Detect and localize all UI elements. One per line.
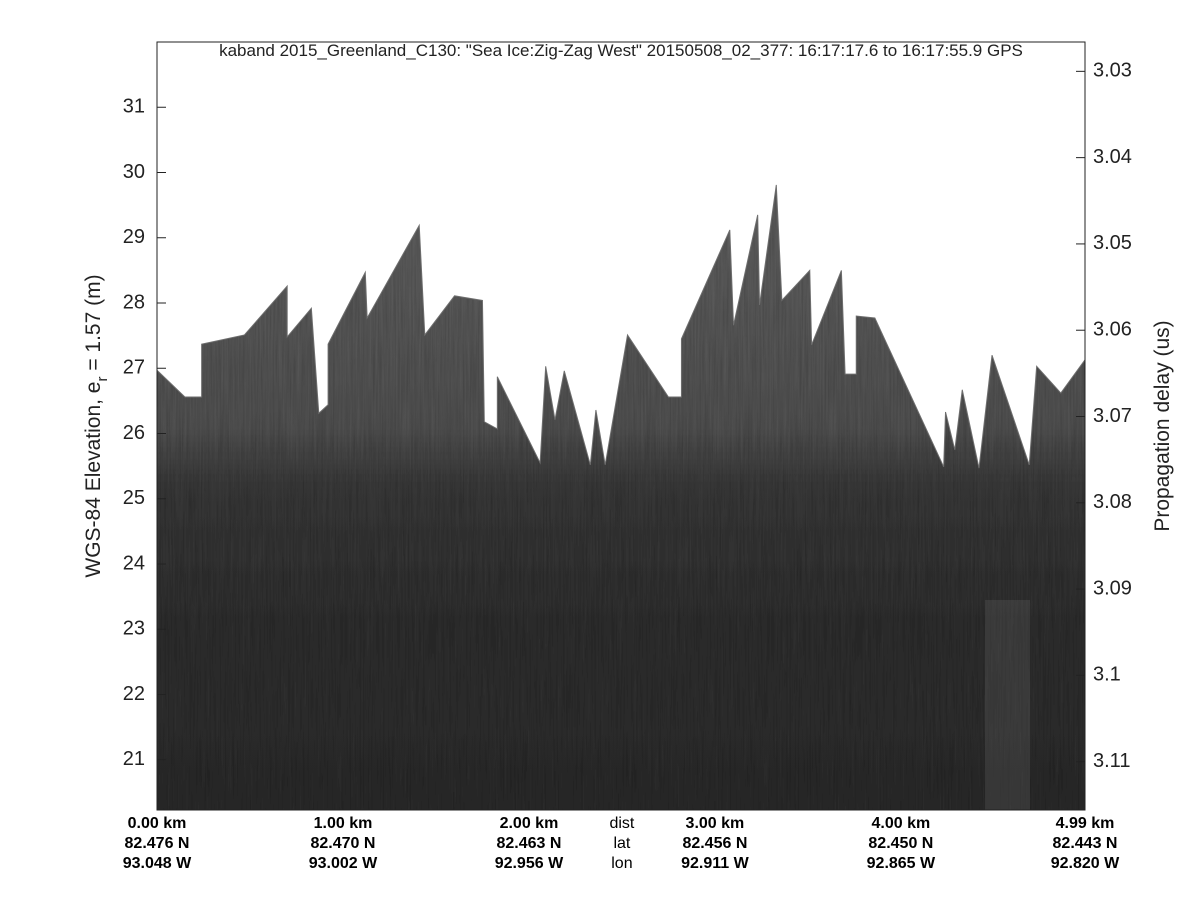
y-axis-label: WGS-84 Elevation, er = 1.57 (m) bbox=[82, 274, 111, 577]
plot-frame bbox=[156, 41, 1086, 811]
y-tick-label: 26 bbox=[123, 422, 145, 444]
row-label: dist bbox=[609, 815, 634, 832]
y2-tick-label: 3.07 bbox=[1093, 405, 1132, 427]
lon-label: 92.820 W bbox=[1051, 855, 1120, 872]
y2-tick-label: 3.08 bbox=[1093, 491, 1132, 513]
chart-title: kaband 2015_Greenland_C130: "Sea Ice:Zig… bbox=[219, 41, 1023, 60]
y2-tick-label: 3.11 bbox=[1093, 750, 1130, 772]
y-tick-label: 27 bbox=[123, 357, 145, 379]
x-tick-label: 2.00 km bbox=[500, 815, 559, 832]
echogram-light-stripe bbox=[985, 600, 1030, 810]
lat-label: 82.456 N bbox=[682, 835, 747, 852]
y-label-text: = 1.57 (m) bbox=[82, 274, 105, 376]
y-tick-label: 21 bbox=[123, 748, 145, 770]
row-label: lon bbox=[611, 855, 632, 872]
plot-area bbox=[156, 184, 1086, 810]
x-tick-label: 3.00 km bbox=[686, 815, 745, 832]
x-tick-label: 4.00 km bbox=[872, 815, 931, 832]
y2-axis-label: Propagation delay (us) bbox=[1151, 320, 1174, 531]
y-tick-label: 30 bbox=[123, 161, 145, 183]
row-label: lat bbox=[613, 835, 630, 852]
x-tick-label: 1.00 km bbox=[314, 815, 373, 832]
y2-tick-label: 3.05 bbox=[1093, 232, 1132, 254]
y2-tick-label: 3.1 bbox=[1093, 664, 1121, 686]
lon-label: 93.048 W bbox=[123, 855, 192, 872]
lat-label: 82.463 N bbox=[496, 835, 561, 852]
y2-tick-label: 3.03 bbox=[1093, 60, 1132, 82]
y-label-text: WGS-84 Elevation, e bbox=[82, 382, 105, 578]
y-tick-label: 24 bbox=[123, 552, 145, 574]
y2-tick-label: 3.04 bbox=[1093, 146, 1132, 168]
lat-label: 82.443 N bbox=[1053, 835, 1118, 852]
lat-label: 82.450 N bbox=[868, 835, 933, 852]
echogram-image bbox=[157, 184, 1085, 810]
y-tick-label: 23 bbox=[123, 618, 145, 640]
lon-label: 92.865 W bbox=[867, 855, 936, 872]
y2-tick-label: 3.06 bbox=[1093, 318, 1132, 340]
echogram-background bbox=[157, 184, 1085, 810]
lat-label: 82.476 N bbox=[125, 835, 190, 852]
x-tick-label: 0.00 km bbox=[128, 815, 187, 832]
lon-label: 92.956 W bbox=[495, 855, 564, 872]
y-tick-label: 22 bbox=[123, 683, 145, 705]
y-tick-label: 31 bbox=[123, 96, 145, 118]
y-tick-label: 28 bbox=[123, 291, 145, 313]
y-tick-label: 25 bbox=[123, 487, 145, 509]
y-label-subscript: r bbox=[94, 377, 111, 382]
lon-label: 92.911 W bbox=[681, 855, 750, 872]
surface-line bbox=[156, 184, 1086, 469]
x-tick-label: 4.99 km bbox=[1056, 815, 1115, 832]
y2-tick-label: 3.09 bbox=[1093, 577, 1132, 599]
lon-label: 93.002 W bbox=[309, 855, 378, 872]
y-tick-label: 29 bbox=[123, 226, 145, 248]
lat-label: 82.470 N bbox=[311, 835, 376, 852]
